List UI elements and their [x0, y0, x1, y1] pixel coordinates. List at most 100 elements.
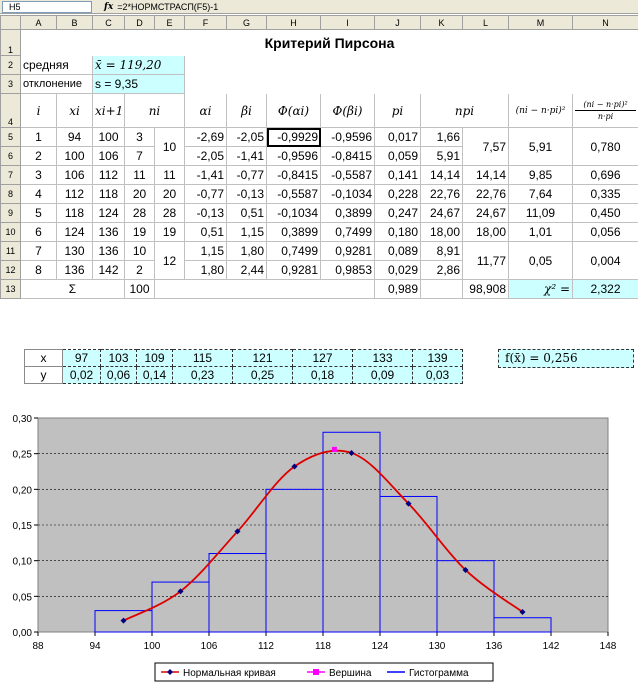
header-pi[interactable]: pi [374, 93, 421, 128]
mean-label[interactable]: средняя [20, 55, 93, 75]
cell[interactable]: 0,059 [374, 146, 421, 166]
cell[interactable]: -2,69 [184, 127, 227, 147]
row-header[interactable]: 9 [0, 203, 21, 223]
cell[interactable]: 7 [124, 146, 155, 166]
cell[interactable]: 1,80 [184, 260, 227, 280]
cell[interactable]: -0,5587 [320, 165, 375, 185]
cell[interactable]: 22,76 [420, 184, 463, 204]
cell[interactable]: 1,80 [226, 241, 267, 261]
cell[interactable]: 2,86 [420, 260, 463, 280]
col-header[interactable]: I [320, 15, 375, 30]
cell[interactable]: 0,450 [572, 203, 638, 223]
y-cell[interactable]: 0,14 [136, 366, 173, 384]
cell[interactable]: 19 [154, 222, 185, 242]
header-ni[interactable]: ni [124, 93, 185, 128]
cell[interactable]: 14,14 [420, 165, 463, 185]
cell[interactable]: 1,15 [226, 222, 267, 242]
cell[interactable]: -0,1034 [266, 203, 321, 223]
cell[interactable]: 9,85 [508, 165, 573, 185]
fx-icon[interactable]: fx [104, 1, 114, 12]
cell[interactable]: 94 [56, 127, 93, 147]
cell[interactable]: 0,180 [374, 222, 421, 242]
cell[interactable]: 2 [20, 146, 57, 166]
cell[interactable]: 11 [124, 165, 155, 185]
cell[interactable]: 0,141 [374, 165, 421, 185]
cell[interactable]: 2,44 [226, 260, 267, 280]
cell[interactable]: -2,05 [226, 127, 267, 147]
cell[interactable]: 7,57 [462, 127, 509, 166]
col-header[interactable]: E [154, 15, 185, 30]
cell[interactable]: 4 [20, 184, 57, 204]
row-header[interactable]: 7 [0, 165, 21, 185]
f-mean-box[interactable]: f(x̄) = 0,256 [498, 349, 634, 368]
cell[interactable]: 136 [92, 241, 125, 261]
cell[interactable]: 28 [124, 203, 155, 223]
row-header[interactable]: 5 [0, 127, 21, 147]
cell[interactable]: -0,13 [226, 184, 267, 204]
cell[interactable]: 5,91 [508, 127, 573, 166]
cell[interactable]: 106 [92, 146, 125, 166]
cell[interactable]: 0,3899 [266, 222, 321, 242]
cell[interactable]: 11,77 [462, 241, 509, 280]
cell[interactable]: 19 [124, 222, 155, 242]
header-sq[interactable]: (ni − n·pi)² [508, 93, 573, 128]
cell[interactable]: 0,780 [572, 127, 638, 166]
name-box[interactable]: H5 [2, 0, 92, 13]
y-cell[interactable]: 0,25 [232, 366, 293, 384]
x-cell[interactable]: 127 [292, 349, 353, 367]
header-xi1[interactable]: xi+1 [92, 93, 125, 128]
cell[interactable]: 28 [154, 203, 185, 223]
cell[interactable]: -0,77 [226, 165, 267, 185]
col-header[interactable]: G [226, 15, 267, 30]
y-cell[interactable]: 0,23 [172, 366, 233, 384]
cell[interactable]: 130 [56, 241, 93, 261]
x-cell[interactable]: 115 [172, 349, 233, 367]
cell[interactable]: 6 [20, 222, 57, 242]
cell[interactable]: 22,76 [462, 184, 509, 204]
dev-label[interactable]: отклонение [20, 74, 93, 94]
cell[interactable]: -1,41 [184, 165, 227, 185]
cell[interactable]: 0,51 [226, 203, 267, 223]
row-header[interactable]: 4 [0, 93, 21, 128]
cell[interactable]: 0,029 [374, 260, 421, 280]
total-np[interactable]: 98,908 [462, 279, 509, 299]
col-header[interactable]: H [266, 15, 321, 30]
row-header[interactable]: 12 [0, 260, 21, 280]
cell[interactable]: 136 [92, 222, 125, 242]
header-npi[interactable]: npi [420, 93, 509, 128]
col-header[interactable]: F [184, 15, 227, 30]
cell[interactable]: -2,05 [184, 146, 227, 166]
cell[interactable]: 0,51 [184, 222, 227, 242]
cell[interactable]: 112 [92, 165, 125, 185]
col-header[interactable]: L [462, 15, 509, 30]
cell[interactable]: 0,228 [374, 184, 421, 204]
cell[interactable]: 8 [20, 260, 57, 280]
x-cell[interactable]: 139 [412, 349, 463, 367]
cell[interactable]: 5 [20, 203, 57, 223]
cell[interactable]: 0,7499 [266, 241, 321, 261]
x-cell[interactable]: 97 [62, 349, 101, 367]
cell[interactable]: 20 [154, 184, 185, 204]
y-cell[interactable]: 0,03 [412, 366, 463, 384]
cell[interactable]: 11 [154, 165, 185, 185]
cell[interactable]: 136 [56, 260, 93, 280]
corner-cell[interactable] [0, 15, 21, 30]
row-header[interactable]: 11 [0, 241, 21, 261]
col-header[interactable]: D [124, 15, 155, 30]
header-beta[interactable]: βi [226, 93, 267, 128]
x-cell[interactable]: 133 [352, 349, 413, 367]
cell[interactable]: -0,1034 [320, 184, 375, 204]
row-header[interactable]: 2 [0, 55, 21, 75]
cell[interactable]: 124 [56, 222, 93, 242]
cell[interactable]: 118 [92, 184, 125, 204]
row-header[interactable]: 3 [0, 74, 21, 94]
cell[interactable]: 1,15 [184, 241, 227, 261]
cell[interactable]: 0,004 [572, 241, 638, 280]
cell[interactable]: -0,9596 [266, 146, 321, 166]
cell[interactable]: 112 [56, 184, 93, 204]
total-n[interactable]: 100 [124, 279, 155, 299]
col-header[interactable]: C [92, 15, 125, 30]
col-header[interactable]: B [56, 15, 93, 30]
x-label[interactable]: x [24, 349, 63, 367]
cell[interactable]: 24,67 [420, 203, 463, 223]
